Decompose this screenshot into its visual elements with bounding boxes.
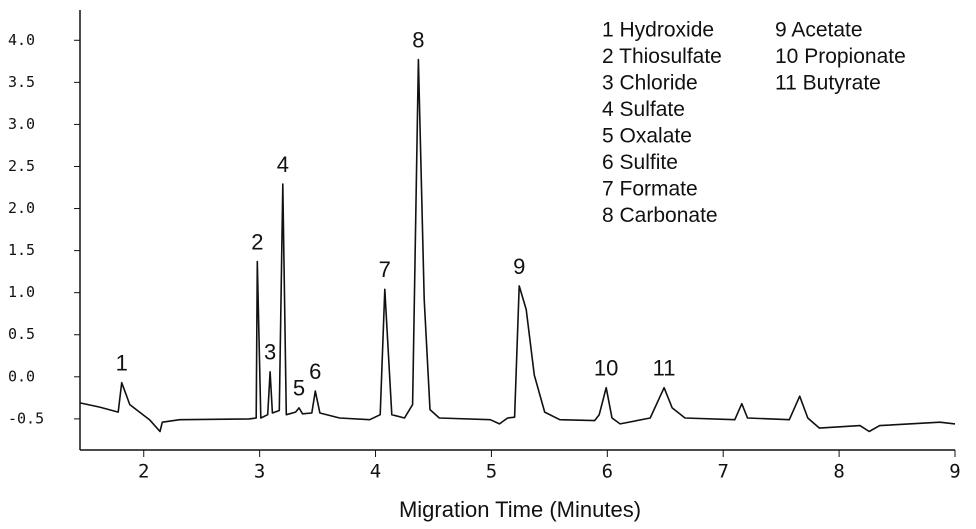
trace [79, 58, 956, 433]
x-tick-label: 9 [949, 461, 960, 483]
legend-entry: 7 Formate [602, 178, 698, 201]
legend-entry: 1 Hydroxide [602, 19, 714, 42]
x-tick-label: 2 [138, 461, 149, 483]
y-tick-label: 1.5 [8, 241, 35, 259]
y-tick-label: 1.0 [8, 283, 35, 301]
y-tick-label: 3.0 [8, 115, 35, 133]
y-tick-label: 2.5 [8, 157, 35, 175]
x-tick-label: 7 [717, 461, 728, 483]
y-tick-label: 3.5 [8, 73, 35, 91]
x-tick-label: 4 [370, 461, 381, 483]
peak-label: 1 [116, 351, 128, 376]
y-tick-label: 0.0 [8, 367, 35, 385]
legend-entry: 9 Acetate [775, 19, 863, 42]
x-axis-label: Migration Time (Minutes) [399, 497, 641, 522]
legend-entry: 4 Sulfate [602, 98, 685, 121]
legend-entry: 2 Thiosulfate [602, 45, 722, 68]
legend-entry: 5 Oxalate [602, 125, 692, 148]
y-tick-label: 4.0 [8, 31, 35, 49]
legend-entry: 10 Propionate [775, 45, 906, 68]
peak-label: 11 [653, 356, 676, 381]
x-tick-label: 3 [254, 461, 265, 483]
peak-label: 10 [594, 356, 618, 381]
peak-label: 4 [277, 152, 289, 177]
legend-entry: 6 Sulfite [602, 151, 678, 174]
x-tick-label: 8 [833, 461, 844, 483]
legend-entry: 3 Chloride [602, 72, 698, 95]
x-tick-label: 5 [486, 461, 497, 483]
legend-entry: 8 Carbonate [602, 204, 718, 227]
peak-label: 5 [293, 376, 305, 401]
peak-label: 6 [309, 359, 321, 384]
peak-label: 8 [412, 27, 424, 52]
x-tick-label: 6 [602, 461, 613, 483]
y-tick-label: 0.5 [8, 325, 35, 343]
y-tick-label: 2.0 [8, 199, 35, 217]
peak-label: 7 [379, 257, 391, 282]
y-tick-label: -0.5 [8, 409, 44, 427]
peak-label: 9 [513, 254, 525, 279]
legend-entry: 11 Butyrate [775, 72, 881, 95]
peak-label: 2 [251, 229, 263, 254]
peak-label: 3 [264, 340, 276, 365]
